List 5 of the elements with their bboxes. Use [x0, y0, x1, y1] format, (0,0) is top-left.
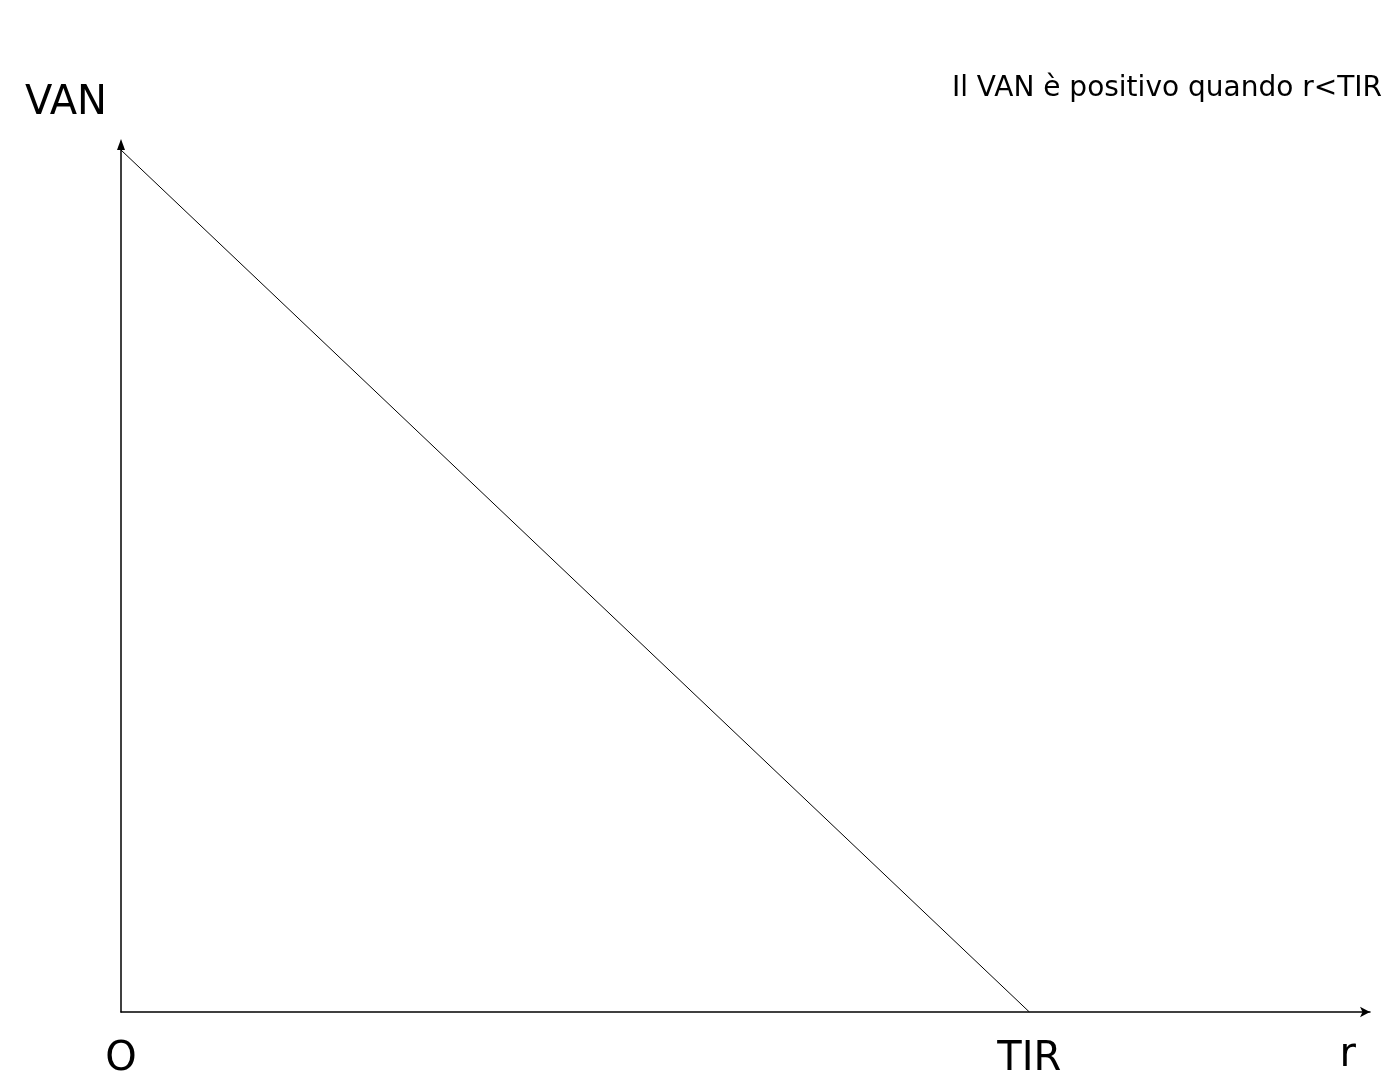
text: Il VAN è positivo quando r<TIR — [951, 69, 1382, 103]
x-tick-label: O — [105, 1033, 137, 1079]
x-axis-title: r — [1339, 1029, 1357, 1075]
y-axis-title: VAN — [24, 77, 107, 123]
x-tick-label: TIR — [996, 1033, 1062, 1079]
